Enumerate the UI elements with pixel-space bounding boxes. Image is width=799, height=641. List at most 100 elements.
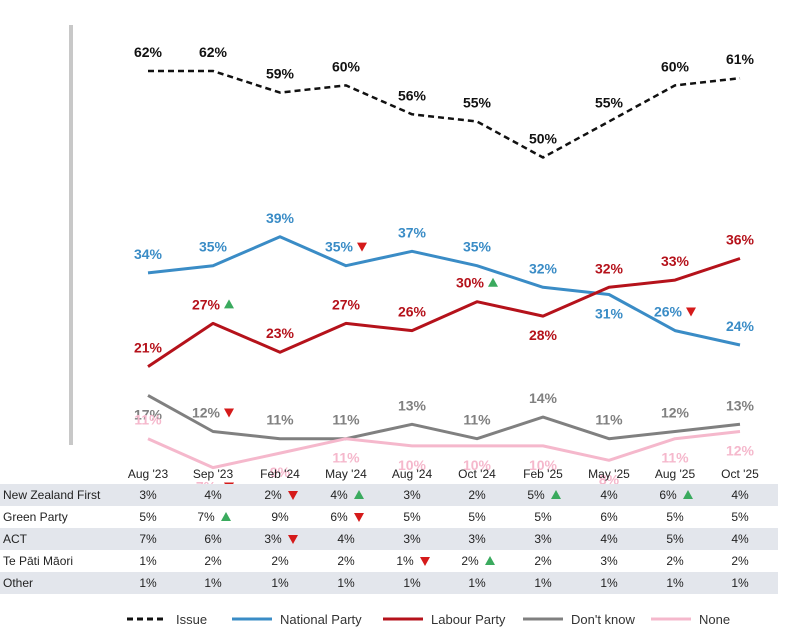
data-label-none: 11% xyxy=(134,412,162,428)
data-label-none: 10% xyxy=(529,457,558,473)
data-label-none: 12% xyxy=(726,443,755,459)
table-row-label: Te Pāti Māori xyxy=(3,554,73,568)
data-label-national: 26% xyxy=(654,304,683,320)
table-cell: 6% xyxy=(600,510,618,524)
data-label-labour: 36% xyxy=(726,231,755,247)
series-line-none xyxy=(147,430,741,470)
data-label-labour: 23% xyxy=(266,325,295,341)
table-cell: 2% xyxy=(461,554,479,568)
table-trend-down-icon xyxy=(420,557,430,566)
data-label-none: 11% xyxy=(661,450,689,466)
trend-arrow-down-icon xyxy=(224,408,234,418)
data-label-none: 10% xyxy=(463,457,492,473)
series-line-national xyxy=(147,235,741,347)
table-cell: 1% xyxy=(396,554,414,568)
table-cell: 1% xyxy=(731,576,749,590)
data-label-dontknow: 12% xyxy=(661,405,690,421)
data-label-none: 11% xyxy=(332,450,360,466)
table-cell: 1% xyxy=(337,576,355,590)
table-trend-up-icon xyxy=(354,490,364,499)
table-cell: 5% xyxy=(666,532,684,546)
table-cell: 2% xyxy=(468,488,486,502)
data-label-issue: 59% xyxy=(266,66,295,82)
legend-label-labour: Labour Party xyxy=(431,612,506,627)
table-cell: 2% xyxy=(337,554,355,568)
x-tick-label: Aug '23 xyxy=(128,467,169,481)
x-tick-label: Aug '25 xyxy=(655,467,696,481)
table-cell: 1% xyxy=(468,576,486,590)
table-cell: 5% xyxy=(139,510,157,524)
table-cell: 5% xyxy=(666,510,684,524)
trend-arrow-up-icon xyxy=(224,299,234,309)
table-trend-up-icon xyxy=(683,490,693,499)
data-label-dontknow: 12% xyxy=(192,405,221,421)
table-cell: 4% xyxy=(330,488,348,502)
legend-label-national: National Party xyxy=(280,612,362,627)
data-label-issue: 62% xyxy=(134,44,163,60)
table-trend-up-icon xyxy=(551,490,561,499)
data-label-issue: 55% xyxy=(595,94,624,110)
trend-arrow-up-icon xyxy=(488,277,498,287)
series-line-dontknow xyxy=(147,394,741,441)
table-cell: 4% xyxy=(731,488,749,502)
table-cell: 1% xyxy=(666,576,684,590)
table-cell: 6% xyxy=(330,510,348,524)
table-cell: 2% xyxy=(534,554,552,568)
data-label-labour: 26% xyxy=(398,304,427,320)
data-label-labour: 27% xyxy=(332,296,361,312)
legend-label-dontknow: Don't know xyxy=(571,612,636,627)
data-label-labour: 32% xyxy=(595,260,624,276)
data-label-dontknow: 11% xyxy=(595,412,623,428)
x-tick-label: Aug '24 xyxy=(392,467,433,481)
table-cell: 3% xyxy=(534,532,552,546)
table-cell: 4% xyxy=(731,532,749,546)
table-row-label: Other xyxy=(3,576,33,590)
data-label-issue: 50% xyxy=(529,131,558,147)
data-label-issue: 56% xyxy=(398,87,427,103)
data-label-issue: 60% xyxy=(661,58,690,74)
table-cell: 5% xyxy=(527,488,545,502)
table-trend-up-icon xyxy=(221,512,231,521)
table-cell: 3% xyxy=(600,554,618,568)
table-row-shade xyxy=(0,528,778,550)
table-trend-up-icon xyxy=(485,556,495,565)
table-cell: 1% xyxy=(600,576,618,590)
data-label-labour: 33% xyxy=(661,253,690,269)
table-cell: 2% xyxy=(666,554,684,568)
data-label-dontknow: 11% xyxy=(266,412,294,428)
table-cell: 7% xyxy=(139,532,157,546)
table-cell: 2% xyxy=(271,554,289,568)
table-row-shade xyxy=(0,572,778,594)
legend-label-none: None xyxy=(699,612,730,627)
data-label-none: 9% xyxy=(270,464,291,480)
table-row-label: New Zealand First xyxy=(3,488,101,502)
data-label-national: 32% xyxy=(529,260,558,276)
table-cell: 6% xyxy=(659,488,677,502)
data-label-dontknow: 11% xyxy=(332,412,360,428)
data-label-issue: 60% xyxy=(332,58,361,74)
table-cell: 5% xyxy=(403,510,421,524)
table-cell: 1% xyxy=(204,576,222,590)
x-tick-label: Oct '25 xyxy=(721,467,759,481)
table-cell: 4% xyxy=(600,488,618,502)
y-axis-bar xyxy=(69,25,73,445)
series-line-issue xyxy=(148,69,741,159)
data-label-dontknow: 13% xyxy=(726,397,755,413)
trend-arrow-down-icon xyxy=(686,307,696,317)
table-trend-down-icon xyxy=(288,535,298,544)
table-trend-down-icon xyxy=(354,513,364,522)
data-label-national: 39% xyxy=(266,210,295,226)
data-label-labour: 28% xyxy=(529,327,558,343)
data-label-labour: 21% xyxy=(134,340,163,356)
data-label-dontknow: 13% xyxy=(398,397,427,413)
x-tick-label: Feb '25 xyxy=(523,467,563,481)
data-label-issue: 61% xyxy=(726,51,755,67)
table-trend-down-icon xyxy=(288,491,298,500)
data-label-national: 35% xyxy=(199,239,228,255)
x-tick-label: Feb '24 xyxy=(260,467,300,481)
data-label-national: 37% xyxy=(398,224,427,240)
table-cell: 3% xyxy=(468,532,486,546)
table-cell: 1% xyxy=(271,576,289,590)
x-tick-label: May '24 xyxy=(325,467,367,481)
table-cell: 3% xyxy=(264,532,282,546)
